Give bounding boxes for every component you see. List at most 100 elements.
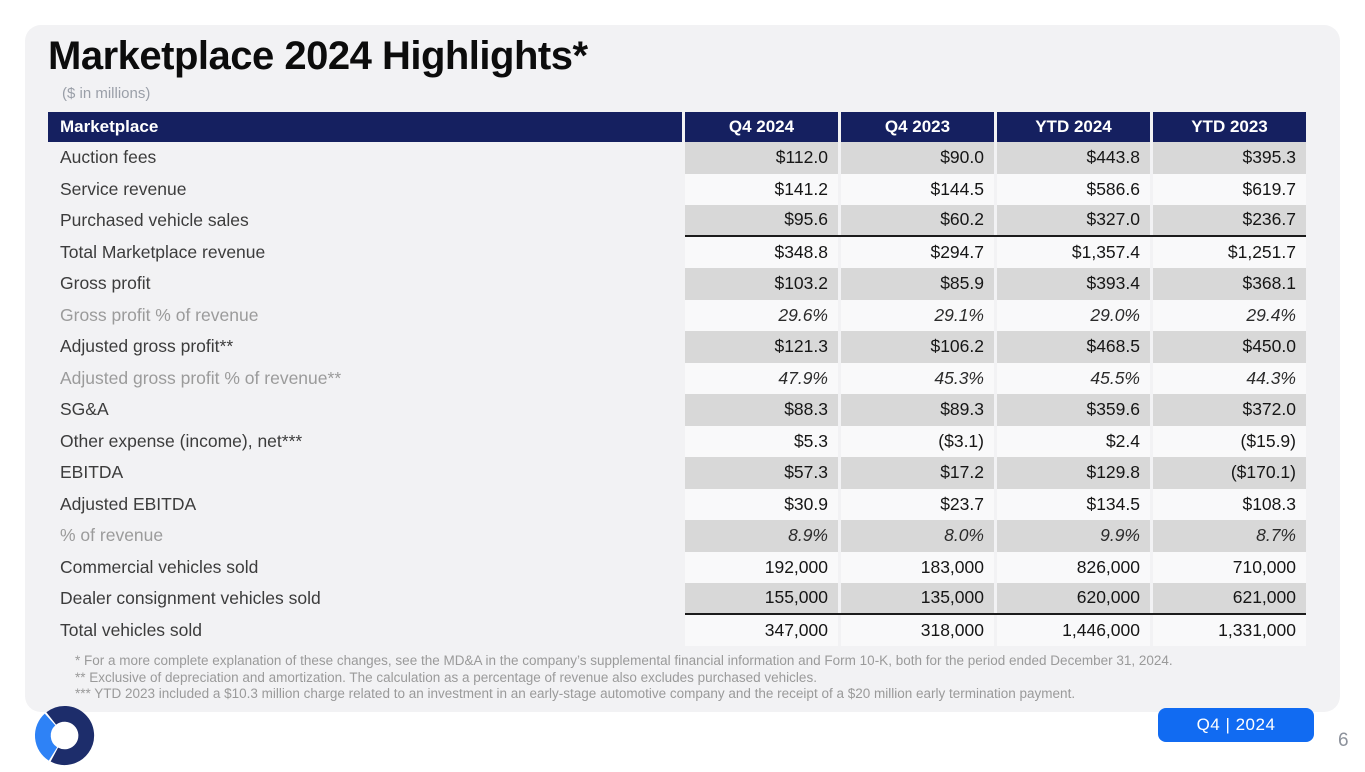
table-row: Dealer consignment vehicles sold 155,000 1… [48, 583, 1306, 615]
row-values: $88.3 $89.3 $359.6 $372.0 [685, 394, 1306, 426]
table-row: Adjusted EBITDA $30.9 $23.7 $134.5 $108.3 [48, 488, 1306, 520]
row-label: Gross profit % of revenue [60, 304, 259, 325]
table-cell: $5.3 [685, 425, 838, 457]
table-cell: 183,000 [841, 551, 994, 583]
table-cell: 29.1% [841, 299, 994, 331]
table-cell: 1,446,000 [997, 614, 1150, 646]
table-header-col: YTD 2023 [1153, 112, 1306, 142]
table-cell: 621,000 [1153, 583, 1306, 613]
table-cell: $108.3 [1153, 488, 1306, 520]
row-label: Adjusted gross profit** [60, 336, 234, 357]
table-cell: 192,000 [685, 551, 838, 583]
table-cell: $1,251.7 [1153, 236, 1306, 268]
table-cell: ($170.1) [1153, 457, 1306, 489]
row-values: $95.6 $60.2 $327.0 $236.7 [685, 205, 1306, 237]
table-cell: $1,357.4 [997, 236, 1150, 268]
table-header-marketplace: Marketplace [48, 112, 682, 142]
row-values: $103.2 $85.9 $393.4 $368.1 [685, 268, 1306, 300]
row-label: Total vehicles sold [60, 619, 203, 640]
table-cell: $106.2 [841, 331, 994, 363]
row-values: $112.0 $90.0 $443.8 $395.3 [685, 142, 1306, 174]
table-row: EBITDA $57.3 $17.2 $129.8 ($170.1) [48, 457, 1306, 489]
table-row: Other expense (income), net*** $5.3 ($3.1)… [48, 425, 1306, 457]
table-header-col: YTD 2024 [997, 112, 1150, 142]
openlane-ring-logo [33, 704, 96, 767]
table-cell: $85.9 [841, 268, 994, 300]
table-cell: $121.3 [685, 331, 838, 363]
table-header-col: Q4 2023 [841, 112, 994, 142]
table-cell: $393.4 [997, 268, 1150, 300]
table-header-columns: Q4 2024 Q4 2023 YTD 2024 YTD 2023 [685, 112, 1306, 142]
table-cell: $141.2 [685, 173, 838, 205]
row-values: 29.6% 29.1% 29.0% 29.4% [685, 299, 1306, 331]
table-row: Total vehicles sold 347,000 318,000 1,446,0… [48, 614, 1306, 646]
row-values: $141.2 $144.5 $586.6 $619.7 [685, 173, 1306, 205]
table-cell: $17.2 [841, 457, 994, 489]
row-label: Gross profit [60, 273, 151, 294]
table-cell: 318,000 [841, 614, 994, 646]
table-cell: 710,000 [1153, 551, 1306, 583]
table-cell: $88.3 [685, 394, 838, 426]
table-cell: $2.4 [997, 425, 1150, 457]
table-cell: $348.8 [685, 236, 838, 268]
table-cell: 45.5% [997, 362, 1150, 394]
table-cell: 47.9% [685, 362, 838, 394]
row-label: Auction fees [60, 147, 157, 168]
financial-table: Marketplace Q4 2024 Q4 2023 YTD 2024 YTD 20… [48, 112, 1306, 646]
table-cell: 45.3% [841, 362, 994, 394]
table-row: Adjusted gross profit % of revenue** 47.9… [48, 362, 1306, 394]
table-cell: $368.1 [1153, 268, 1306, 300]
row-label: Commercial vehicles sold [60, 556, 259, 577]
table-cell: 347,000 [685, 614, 838, 646]
footnotes: * For a more complete explanation of the… [75, 653, 1173, 703]
units-note: ($ in millions) [62, 85, 151, 102]
row-label: EBITDA [60, 462, 124, 483]
table-cell: $619.7 [1153, 173, 1306, 205]
ring-logo-icon [34, 705, 95, 766]
row-label: Adjusted EBITDA [60, 493, 197, 514]
row-values: 8.9% 8.0% 9.9% 8.7% [685, 520, 1306, 552]
table-row: Service revenue $141.2 $144.5 $586.6 $619.7 [48, 173, 1306, 205]
table-cell: $359.6 [997, 394, 1150, 426]
table-row: Commercial vehicles sold 192,000 183,000 82… [48, 551, 1306, 583]
table-cell: $450.0 [1153, 331, 1306, 363]
table-row: Total Marketplace revenue $348.8 $294.7 $1,… [48, 236, 1306, 268]
table-cell: $327.0 [997, 205, 1150, 235]
row-values: 192,000 183,000 826,000 710,000 [685, 551, 1306, 583]
table-cell: 8.9% [685, 520, 838, 552]
table-cell: 29.4% [1153, 299, 1306, 331]
row-label: Service revenue [60, 178, 187, 199]
table-cell: $372.0 [1153, 394, 1306, 426]
table-cell: 620,000 [997, 583, 1150, 613]
table-row: Gross profit $103.2 $85.9 $393.4 $368.1 [48, 268, 1306, 300]
row-label: Purchased vehicle sales [60, 210, 249, 231]
table-cell: $23.7 [841, 488, 994, 520]
row-label: Total Marketplace revenue [60, 241, 266, 262]
row-label: Other expense (income), net*** [60, 430, 303, 451]
table-cell: 29.6% [685, 299, 838, 331]
row-values: $348.8 $294.7 $1,357.4 $1,251.7 [685, 236, 1306, 268]
table-cell: 155,000 [685, 583, 838, 613]
table-cell: $294.7 [841, 236, 994, 268]
table-cell: 29.0% [997, 299, 1150, 331]
table-header-col: Q4 2024 [685, 112, 838, 142]
row-label: % of revenue [60, 525, 164, 546]
table-header-row: Marketplace Q4 2024 Q4 2023 YTD 2024 YTD 20… [48, 112, 1306, 142]
row-label: Dealer consignment vehicles sold [60, 588, 321, 609]
page-title: Marketplace 2024 Highlights* [48, 34, 588, 78]
table-cell: $134.5 [997, 488, 1150, 520]
table-cell: $89.3 [841, 394, 994, 426]
table-cell: 44.3% [1153, 362, 1306, 394]
slide-card: Marketplace 2024 Highlights* ($ in milli… [25, 25, 1340, 712]
row-values: 347,000 318,000 1,446,000 1,331,000 [685, 614, 1306, 646]
table-cell: 135,000 [841, 583, 994, 613]
table-cell: $144.5 [841, 173, 994, 205]
row-label: Adjusted gross profit % of revenue** [60, 367, 342, 388]
table-cell: $60.2 [841, 205, 994, 235]
table-body: Auction fees $112.0 $90.0 $443.8 $395.3 Servi… [48, 142, 1306, 646]
footnote-line: * For a more complete explanation of the… [75, 653, 1173, 668]
table-cell: 8.7% [1153, 520, 1306, 552]
table-cell: $57.3 [685, 457, 838, 489]
row-values: $5.3 ($3.1) $2.4 ($15.9) [685, 425, 1306, 457]
table-cell: $236.7 [1153, 205, 1306, 235]
